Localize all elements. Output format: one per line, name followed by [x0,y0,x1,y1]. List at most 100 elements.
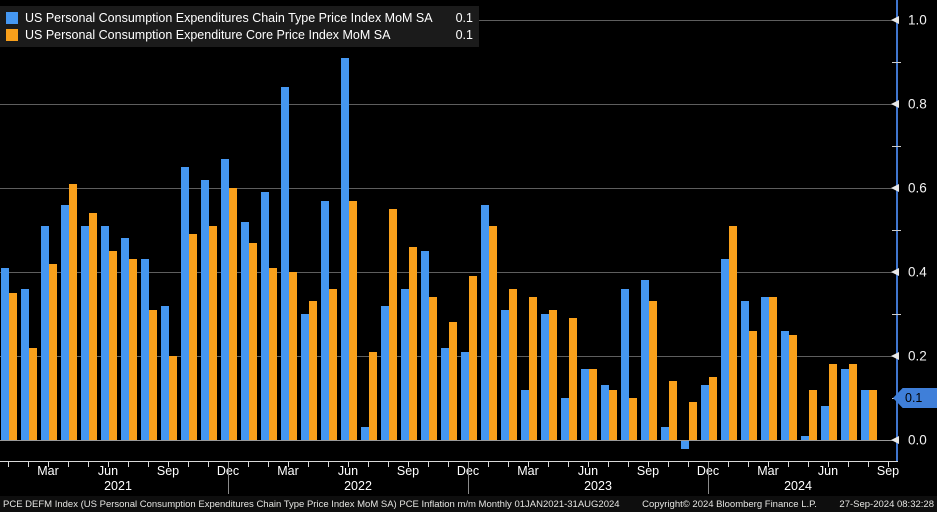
bar-headline-pce [40,225,49,440]
bar-headline-pce [0,267,9,440]
y-axis-line [896,0,898,462]
bar-headline-pce [660,427,669,440]
bar-core-pce [409,246,418,440]
x-axis-month-tick [608,462,609,467]
x-axis-month-tick [848,462,849,467]
x-axis-month-tick [268,462,269,467]
y-tick-arrow-icon [891,352,899,360]
bar-headline-pce [140,259,149,440]
gridline [0,271,897,273]
bar-headline-pce [180,167,189,440]
bar-headline-pce [840,368,849,440]
last-value-badge: 0.1 [893,388,937,408]
bar-core-pce [49,263,58,440]
x-axis-quarter-label: Jun [337,464,359,478]
x-axis-quarter-label: Sep [876,464,900,478]
bar-headline-pce [80,225,89,440]
bar-headline-pce [280,87,289,440]
x-axis-quarter-label: Mar [277,464,299,478]
x-axis-quarter-label: Sep [636,464,660,478]
bar-headline-pce [620,288,629,440]
legend-item-headline-pce[interactable]: US Personal Consumption Expenditures Cha… [6,9,473,26]
footer-copyright: Copyright© 2024 Bloomberg Finance L.P. [642,498,817,510]
x-axis-month-tick [128,462,129,467]
x-axis-quarter-label: Jun [577,464,599,478]
bar-core-pce [89,213,98,440]
x-axis-month-tick [208,462,209,467]
x-axis-quarter-label: Mar [37,464,59,478]
bar-core-pce [209,225,218,440]
x-axis-month-tick [348,462,349,467]
bar-core-pce [69,183,78,440]
bar-core-pce [369,351,378,440]
bar-core-pce [149,309,158,440]
bar-core-pce [9,293,18,440]
y-axis-tick-label: 1.0 [908,12,927,28]
x-axis-month-tick [48,462,49,467]
bar-core-pce [669,381,678,440]
y-axis-minor-tick [892,145,901,147]
bar-core-pce [329,288,338,440]
footer-bar: PCE DEFM Index (US Personal Consumption … [0,496,937,512]
y-axis-minor-tick [892,313,901,315]
bar-core-pce [289,272,298,440]
x-axis-month-tick [888,462,889,467]
x-axis-year-separator [228,462,229,494]
bar-core-pce [809,389,818,440]
x-axis-month-tick [428,462,429,467]
y-tick-arrow-icon [891,268,899,276]
x-axis-month-tick [828,462,829,467]
bar-core-pce [649,301,658,440]
x-axis-month-tick [88,462,89,467]
bar-core-pce [869,389,878,440]
bar-core-pce [789,335,798,440]
bar-core-pce [169,356,178,440]
y-axis-minor-tick [892,61,901,63]
bar-core-pce [429,297,438,440]
x-axis-year-separator [468,462,469,494]
gridline [0,439,897,441]
x-axis-month-tick [648,462,649,467]
bar-headline-pce [240,221,249,440]
bar-core-pce [129,259,138,440]
bar-headline-pce [500,309,509,440]
bar-core-pce [709,377,718,440]
x-axis-month-tick [768,462,769,467]
gridline [0,103,897,105]
bar-core-pce [749,330,758,440]
x-axis-quarter-label: Mar [517,464,539,478]
bar-core-pce [829,364,838,440]
bar-headline-pce [560,398,569,440]
x-axis-month-tick [568,462,569,467]
bar-core-pce [189,234,198,440]
footer-timestamp: 27-Sep-2024 08:32:28 [839,498,934,510]
y-axis-tick-label: 0.2 [908,348,927,364]
y-axis-tick-label: 0.0 [908,432,927,448]
legend-swatch-core [6,28,18,41]
bar-headline-pce [400,288,409,440]
y-axis-tick-label: 0.8 [908,96,927,112]
legend-item-core-pce[interactable]: US Personal Consumption Expenditure Core… [6,26,473,43]
bar-headline-pce [380,305,389,440]
footer-ticker-description: PCE DEFM Index (US Personal Consumption … [3,498,620,510]
y-axis-tick-label: 0.6 [908,180,927,196]
bar-headline-pce [640,280,649,440]
bar-headline-pce [200,179,209,440]
bar-core-pce [629,398,638,440]
bar-headline-pce [360,427,369,440]
bar-core-pce [849,364,858,440]
bar-headline-pce [520,389,529,440]
x-axis-month-tick [488,462,489,467]
x-axis-month-tick [328,462,329,467]
x-axis-month-tick [508,462,509,467]
bar-core-pce [309,301,318,440]
bar-headline-pce [160,305,169,440]
x-axis-month-tick [188,462,189,467]
legend-value-core: 0.1 [455,27,473,42]
x-axis-month-tick [688,462,689,467]
x-axis-month-tick [248,462,249,467]
x-axis-month-tick [8,462,9,467]
bar-headline-pce [420,251,429,440]
